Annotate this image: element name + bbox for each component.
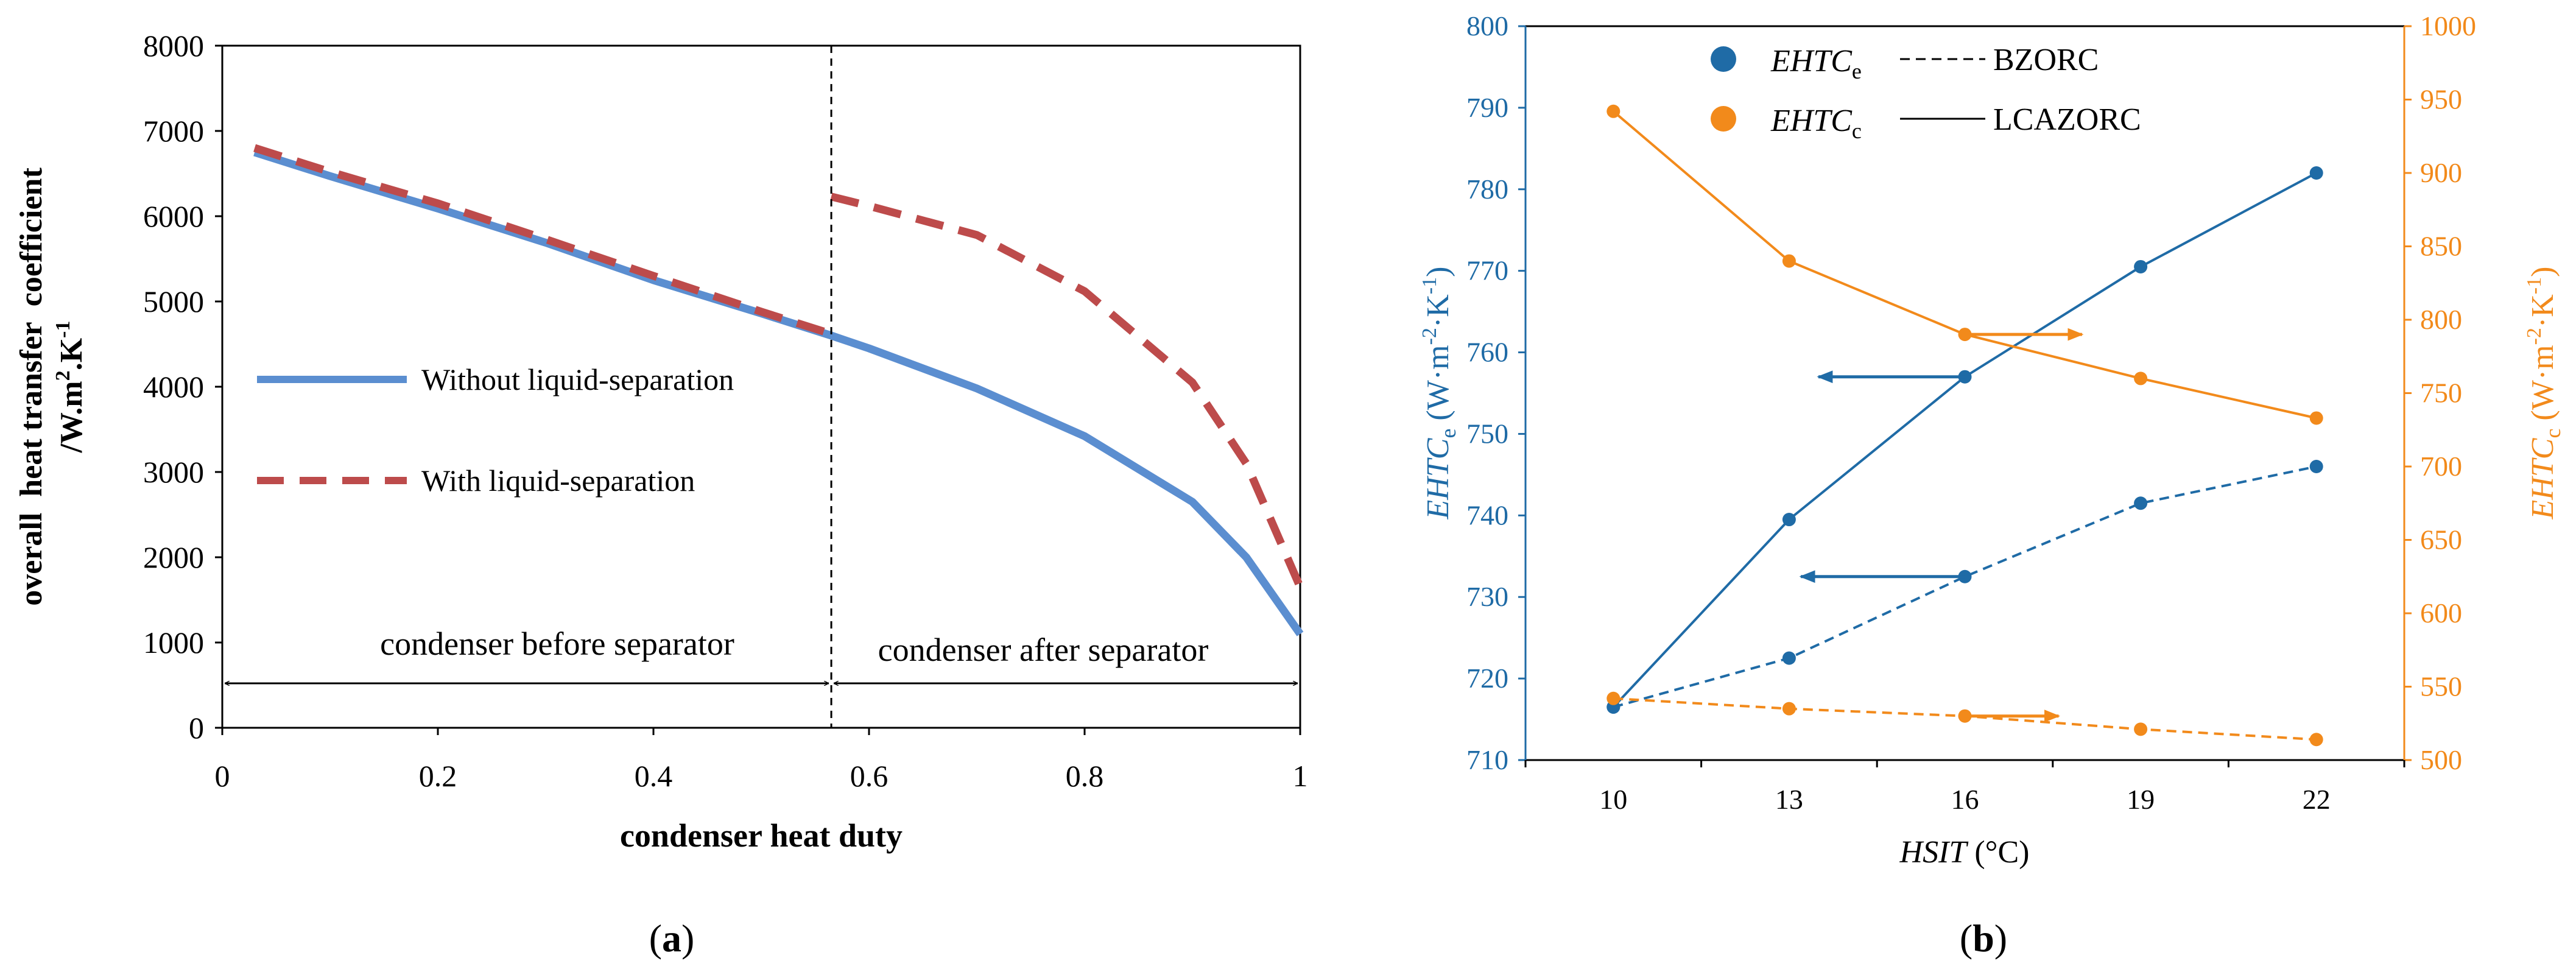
data-point xyxy=(2309,166,2323,180)
right-y-tick-label: 900 xyxy=(2420,157,2462,188)
data-point xyxy=(2309,733,2323,747)
legend-ehtce-label: EHTCe xyxy=(1770,44,1862,83)
x-tick-label: 0.4 xyxy=(635,759,673,793)
right-y-tick-label: 650 xyxy=(2420,524,2462,555)
left-y-tick-label: 780 xyxy=(1466,174,1508,205)
y-tick-label: 8000 xyxy=(143,29,204,63)
left-y-tick-label: 720 xyxy=(1466,663,1508,694)
data-point xyxy=(1606,104,1621,118)
right-y-tick-label: 500 xyxy=(2420,744,2462,775)
y-tick-label: 0 xyxy=(189,711,204,745)
y-title-line2: /W.m2.K-1 xyxy=(52,321,89,454)
data-point xyxy=(2309,460,2323,473)
y-tick-label: 7000 xyxy=(143,114,204,148)
panel-b-left-y-axis-title: EHTCe (W·m-2·K-1) xyxy=(1418,267,1460,520)
right-y-tick-label: 1000 xyxy=(2420,10,2476,41)
x-tick-label: 10 xyxy=(1599,784,1627,815)
legend-bzorc-label: BZORC xyxy=(1993,43,2099,77)
series-with-liquid-separation-line xyxy=(830,192,1304,589)
legend-without-label: Without liquid-separation xyxy=(421,362,734,396)
right-y-tick-label: 700 xyxy=(2420,451,2462,482)
left-y-tick-label: 710 xyxy=(1466,744,1508,775)
y-tick-label: 1000 xyxy=(143,625,204,660)
series-line xyxy=(1612,172,2317,708)
data-point xyxy=(1782,651,1796,665)
legend-lcazorc-label: LCAZORC xyxy=(1993,102,2141,137)
y-tick-label: 4000 xyxy=(143,370,204,404)
panel-a-chart: 0 1000 2000 3000 4000 5000 6000 7000 8000 0 0.2 0.… xyxy=(14,29,1308,960)
x-tick-label: 22 xyxy=(2303,784,2331,815)
region-after-label: condenser after separator xyxy=(878,632,1209,668)
panel-a-caption: (a) xyxy=(649,917,695,960)
legend-ehtcc-marker xyxy=(1711,106,1736,132)
y-title-line1: overall heat transfer coefficient xyxy=(14,167,49,606)
series-line xyxy=(1613,465,2317,708)
data-point xyxy=(2134,496,2148,510)
legend-with-label: With liquid-separation xyxy=(421,463,695,498)
x-tick-label: 1 xyxy=(1293,759,1308,793)
y-tick-label: 6000 xyxy=(143,199,204,233)
data-point xyxy=(2134,372,2148,386)
x-tick-label: 13 xyxy=(1775,784,1803,815)
panel-b-x-axis-title: HSIT (°C) xyxy=(1899,835,2030,870)
panel-b-right-y-axis-title: EHTCc (W·m-2·K-1) xyxy=(2523,267,2565,520)
panel-b-plot-frame xyxy=(1524,25,2405,761)
data-point xyxy=(1606,691,1621,705)
series-with-liquid-separation-line xyxy=(253,144,832,338)
data-point xyxy=(2134,259,2148,273)
legend-ehtcc-label: EHTCc xyxy=(1770,104,1862,143)
left-y-tick-label: 740 xyxy=(1466,499,1508,530)
y-tick-label: 3000 xyxy=(143,455,204,489)
legend-ehtce-marker xyxy=(1711,46,1736,72)
right-y-tick-label: 800 xyxy=(2420,304,2462,335)
region-before-label: condenser before separator xyxy=(380,625,734,662)
data-point xyxy=(1782,513,1796,527)
right-y-tick-label: 850 xyxy=(2420,231,2462,262)
series-without-liquid-separation-line xyxy=(253,148,1304,636)
panel-a-y-axis-title: overall heat transfer coefficient /W.m2.… xyxy=(14,167,89,606)
right-y-tick-label: 750 xyxy=(2420,378,2462,409)
left-y-tick-label: 730 xyxy=(1466,581,1508,612)
right-y-tick-label: 600 xyxy=(2420,597,2462,629)
data-point xyxy=(2134,722,2148,736)
right-y-tick-label: 950 xyxy=(2420,84,2462,115)
x-tick-label: 16 xyxy=(1951,784,1979,815)
data-point xyxy=(2309,411,2323,425)
y-tick-label: 2000 xyxy=(143,540,204,574)
x-tick-label: 0.2 xyxy=(419,759,457,793)
panel-b-caption: (b) xyxy=(1960,917,2007,960)
left-y-tick-label: 760 xyxy=(1466,337,1508,368)
left-y-tick-label: 770 xyxy=(1466,255,1508,286)
x-tick-label: 0.8 xyxy=(1066,759,1104,793)
right-y-tick-label: 550 xyxy=(2420,671,2462,702)
data-point xyxy=(1782,254,1796,268)
y-tick-label: 5000 xyxy=(143,284,204,319)
left-y-tick-label: 790 xyxy=(1466,92,1508,123)
x-tick-label: 19 xyxy=(2127,784,2155,815)
x-tick-label: 0.6 xyxy=(850,759,889,793)
left-y-tick-label: 750 xyxy=(1466,418,1508,449)
data-point xyxy=(1782,702,1796,716)
panel-b-chart: 710 720 730 740 750 760 770 780 790 800 500 550 600… xyxy=(1418,10,2565,960)
panel-a-x-axis-title: condenser heat duty xyxy=(620,817,903,854)
left-y-tick-label: 800 xyxy=(1466,10,1508,41)
x-tick-label: 0 xyxy=(215,759,230,793)
